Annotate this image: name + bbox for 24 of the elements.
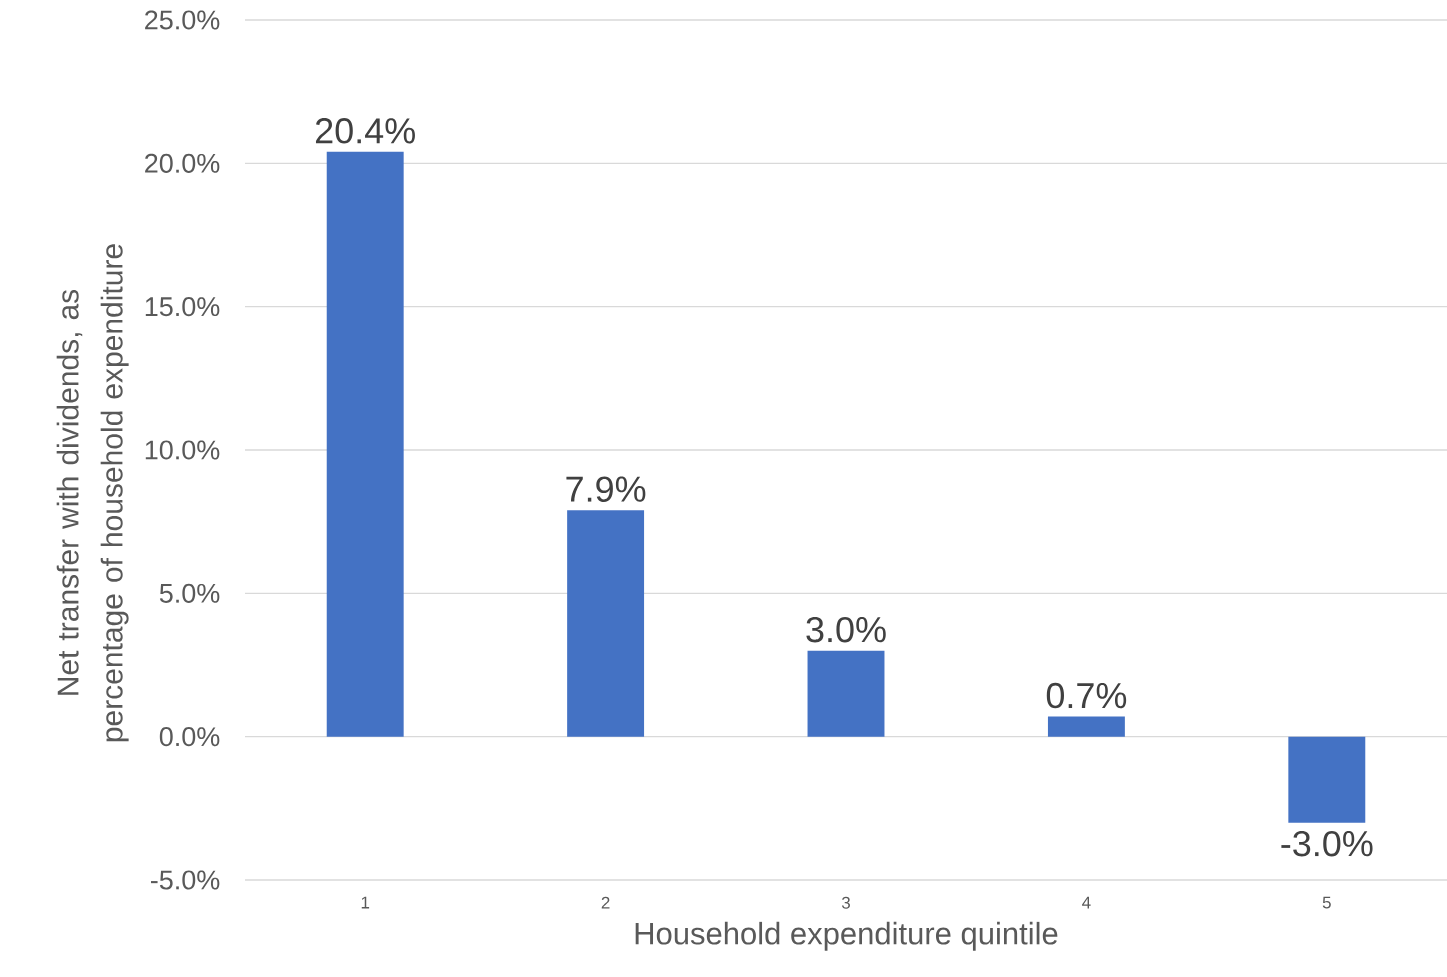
x-tick-label: 1 — [361, 896, 370, 909]
y-tick-label: 10.0% — [145, 440, 220, 460]
y-axis-title: Net transfer with dividends, as percentage of household expenditure — [56, 244, 129, 742]
y-tick-label: 20.0% — [145, 153, 220, 173]
bar — [326, 151, 404, 737]
data-label: 0.7% — [1046, 682, 1127, 709]
data-label: 7.9% — [566, 476, 646, 502]
x-tick-label: 4 — [1082, 896, 1091, 909]
data-label: 20.4% — [315, 118, 415, 144]
y-tick-label: 25.0% — [145, 10, 220, 30]
y-tick-label: 5.0% — [159, 583, 220, 603]
data-label: 3.0% — [806, 616, 886, 643]
x-tick-label: 3 — [841, 896, 850, 909]
x-tick-label: 2 — [601, 896, 610, 909]
y-tick-label: 0.0% — [159, 727, 220, 747]
y-tick-label: 15.0% — [145, 297, 220, 317]
x-axis-title: Household expenditure quintile — [635, 921, 1058, 951]
x-tick-label: 5 — [1322, 896, 1331, 909]
bar — [567, 510, 645, 737]
bar — [1047, 716, 1125, 737]
bar — [1288, 736, 1366, 823]
data-label: -3.0% — [1281, 830, 1373, 857]
bar — [807, 650, 885, 737]
y-tick-label: -5.0% — [150, 870, 220, 890]
